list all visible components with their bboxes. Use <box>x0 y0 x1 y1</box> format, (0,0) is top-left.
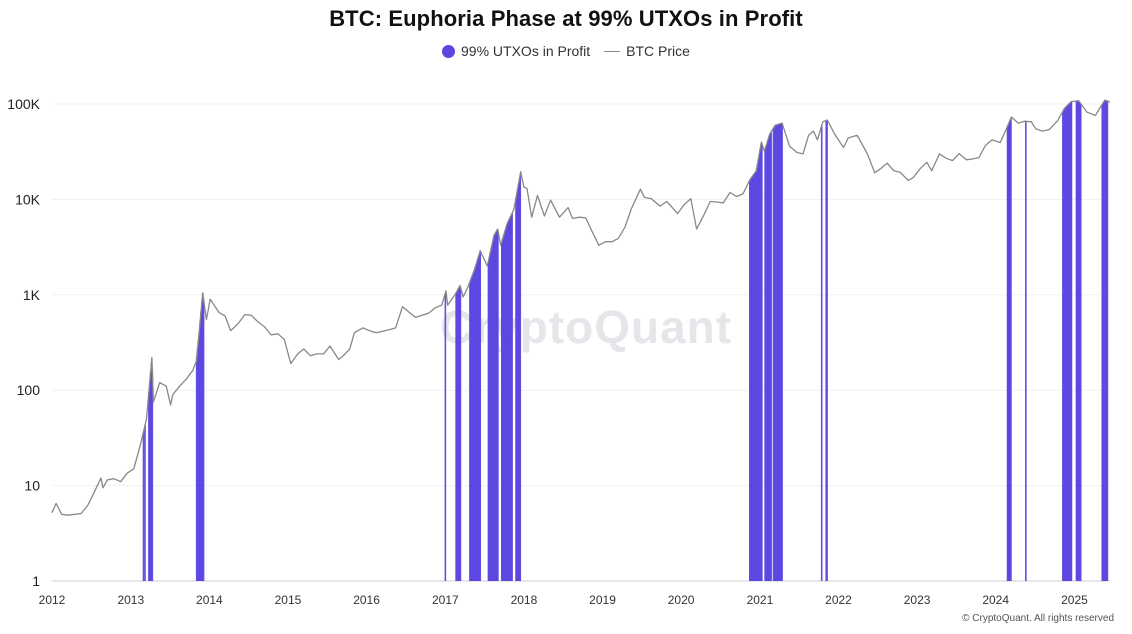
legend-dot-icon <box>442 44 456 58</box>
x-tick-label: 2016 <box>353 593 380 607</box>
legend-label-utxo: 99% UTXOs in Profit <box>461 43 591 59</box>
legend-item-btc-price[interactable]: BTC Price <box>604 43 690 59</box>
x-tick-label: 2020 <box>668 593 695 607</box>
x-tick-label: 2018 <box>511 593 538 607</box>
chart-title: BTC: Euphoria Phase at 99% UTXOs in Prof… <box>329 6 803 31</box>
y-tick-label: 10K <box>15 191 41 207</box>
x-tick-label: 2024 <box>982 593 1009 607</box>
y-tick-label: 100 <box>17 382 41 398</box>
x-tick-label: 2021 <box>747 593 774 607</box>
x-tick-label: 2012 <box>39 593 66 607</box>
y-tick-label: 10 <box>24 478 40 494</box>
price-line-layer <box>51 99 1111 516</box>
y-tick-label: 1K <box>23 287 41 303</box>
legend-label-btc-price: BTC Price <box>626 43 690 59</box>
y-tick-label: 1 <box>32 573 40 589</box>
legend-line-icon <box>604 50 621 52</box>
x-tick-label: 2015 <box>275 593 302 607</box>
y-tick-label: 100K <box>7 96 40 112</box>
x-tick-label: 2023 <box>904 593 931 607</box>
band-layer <box>142 100 1109 581</box>
chart-legend: 99% UTXOs in Profit BTC Price <box>0 43 1132 59</box>
copyright-text: © CryptoQuant. All rights reserved <box>962 613 1114 624</box>
x-tick-label: 2013 <box>117 593 144 607</box>
axis-layer: 1 10 100 1K 10K 100K 2012 2013 2014 2015 2016 2017 2… <box>7 96 1088 607</box>
btc-price-line <box>51 99 1111 516</box>
x-tick-label: 2019 <box>589 593 616 607</box>
x-tick-label: 2025 <box>1061 593 1088 607</box>
x-tick-label: 2014 <box>196 593 223 607</box>
x-tick-label: 2022 <box>825 593 852 607</box>
x-tick-label: 2017 <box>432 593 459 607</box>
legend-item-utxo[interactable]: 99% UTXOs in Profit <box>442 43 590 59</box>
grid-layer <box>52 103 1110 582</box>
